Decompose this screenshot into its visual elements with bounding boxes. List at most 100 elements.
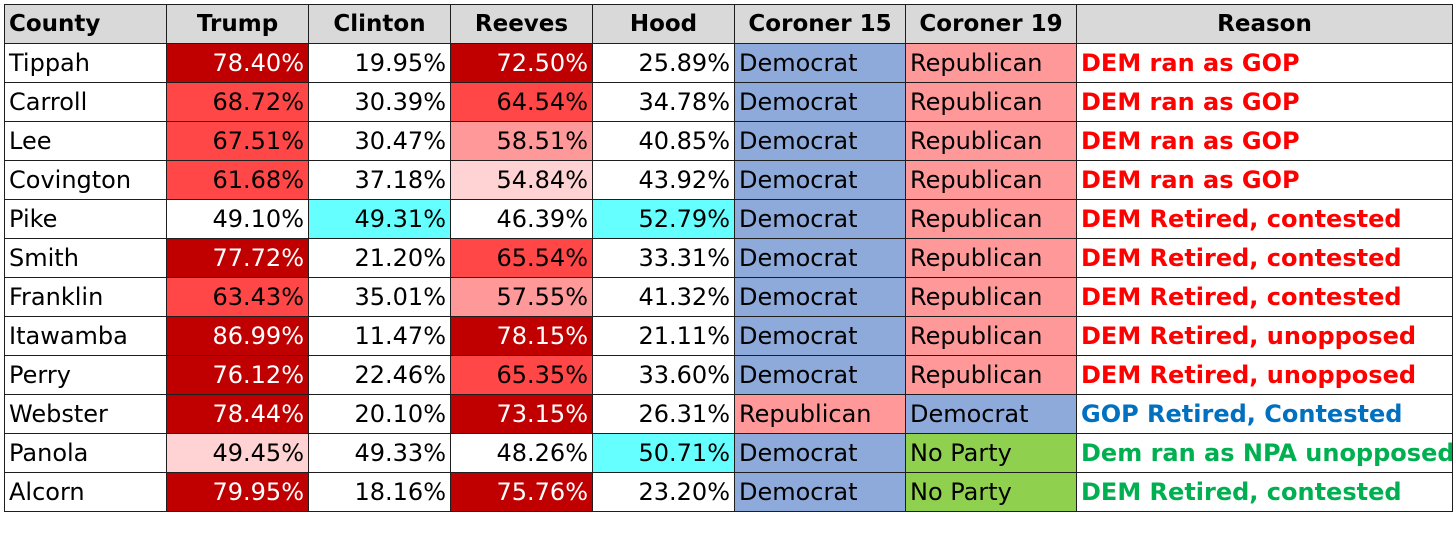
trump-cell: 63.43%	[166, 277, 309, 317]
coroner-19-cell: Republican	[905, 121, 1077, 161]
coroner-19-cell: No Party	[905, 472, 1077, 512]
coroner-15-cell: Democrat	[734, 160, 906, 200]
reason-cell: GOP Retired, Contested	[1076, 394, 1453, 434]
coroner-results-table: County Trump Clinton Reeves Hood Coroner…	[4, 4, 1453, 512]
reeves-cell: 58.51%	[450, 121, 593, 161]
header-county: County	[4, 4, 167, 44]
hood-cell: 34.78%	[592, 82, 735, 122]
reeves-cell: 54.84%	[450, 160, 593, 200]
clinton-cell: 49.33%	[308, 433, 451, 473]
table-row: Perry 76.12% 22.46% 65.35% 33.60% Democrat Rep…	[4, 355, 1453, 395]
table-body: Tippah 78.40% 19.95% 72.50% 25.89% Democrat Re…	[4, 43, 1453, 512]
clinton-cell: 30.47%	[308, 121, 451, 161]
trump-cell: 68.72%	[166, 82, 309, 122]
reason-cell: DEM Retired, unopposed	[1076, 316, 1453, 356]
clinton-cell: 35.01%	[308, 277, 451, 317]
coroner-19-cell: Republican	[905, 238, 1077, 278]
trump-cell: 77.72%	[166, 238, 309, 278]
county-cell: Lee	[4, 121, 167, 161]
hood-cell: 26.31%	[592, 394, 735, 434]
clinton-cell: 18.16%	[308, 472, 451, 512]
county-cell: Tippah	[4, 43, 167, 83]
header-reason: Reason	[1076, 4, 1453, 44]
reeves-cell: 57.55%	[450, 277, 593, 317]
coroner-15-cell: Democrat	[734, 238, 906, 278]
header-coroner-19: Coroner 19	[905, 4, 1077, 44]
reeves-cell: 64.54%	[450, 82, 593, 122]
hood-cell: 25.89%	[592, 43, 735, 83]
reeves-cell: 78.15%	[450, 316, 593, 356]
table-row: Carroll 68.72% 30.39% 64.54% 34.78% Democrat R…	[4, 82, 1453, 122]
clinton-cell: 19.95%	[308, 43, 451, 83]
trump-cell: 49.10%	[166, 199, 309, 239]
trump-cell: 67.51%	[166, 121, 309, 161]
reeves-cell: 75.76%	[450, 472, 593, 512]
trump-cell: 86.99%	[166, 316, 309, 356]
reeves-cell: 48.26%	[450, 433, 593, 473]
coroner-19-cell: Republican	[905, 316, 1077, 356]
coroner-15-cell: Democrat	[734, 433, 906, 473]
table-row: Smith 77.72% 21.20% 65.54% 33.31% Democrat Rep…	[4, 238, 1453, 278]
reason-cell: DEM Retired, contested	[1076, 238, 1453, 278]
coroner-19-cell: Republican	[905, 160, 1077, 200]
coroner-15-cell: Democrat	[734, 43, 906, 83]
hood-cell: 33.60%	[592, 355, 735, 395]
header-trump: Trump	[166, 4, 309, 44]
table-row: Webster 78.44% 20.10% 73.15% 26.31% Republica…	[4, 394, 1453, 434]
reeves-cell: 65.54%	[450, 238, 593, 278]
reason-cell: DEM Retired, contested	[1076, 472, 1453, 512]
table-row: Panola 49.45% 49.33% 48.26% 50.71% Democrat No…	[4, 433, 1453, 473]
county-cell: Itawamba	[4, 316, 167, 356]
trump-cell: 49.45%	[166, 433, 309, 473]
table-row: Covington 61.68% 37.18% 54.84% 43.92% Democra…	[4, 160, 1453, 200]
trump-cell: 78.44%	[166, 394, 309, 434]
table-row: Pike 49.10% 49.31% 46.39% 52.79% Democrat Repu…	[4, 199, 1453, 239]
table-row: Alcorn 79.95% 18.16% 75.76% 23.20% Democrat No…	[4, 472, 1453, 512]
clinton-cell: 21.20%	[308, 238, 451, 278]
header-clinton: Clinton	[308, 4, 451, 44]
county-cell: Covington	[4, 160, 167, 200]
reason-cell: DEM ran as GOP	[1076, 82, 1453, 122]
header-coroner-15: Coroner 15	[734, 4, 906, 44]
trump-cell: 76.12%	[166, 355, 309, 395]
coroner-15-cell: Democrat	[734, 277, 906, 317]
coroner-19-cell: Republican	[905, 43, 1077, 83]
coroner-15-cell: Democrat	[734, 472, 906, 512]
header-hood: Hood	[592, 4, 735, 44]
clinton-cell: 37.18%	[308, 160, 451, 200]
clinton-cell: 11.47%	[308, 316, 451, 356]
trump-cell: 78.40%	[166, 43, 309, 83]
hood-cell: 23.20%	[592, 472, 735, 512]
coroner-15-cell: Democrat	[734, 355, 906, 395]
county-cell: Alcorn	[4, 472, 167, 512]
reeves-cell: 73.15%	[450, 394, 593, 434]
coroner-15-cell: Democrat	[734, 316, 906, 356]
clinton-cell: 20.10%	[308, 394, 451, 434]
county-cell: Pike	[4, 199, 167, 239]
reeves-cell: 65.35%	[450, 355, 593, 395]
hood-cell: 21.11%	[592, 316, 735, 356]
county-cell: Webster	[4, 394, 167, 434]
coroner-15-cell: Republican	[734, 394, 906, 434]
county-cell: Panola	[4, 433, 167, 473]
reeves-cell: 46.39%	[450, 199, 593, 239]
county-cell: Smith	[4, 238, 167, 278]
coroner-15-cell: Democrat	[734, 82, 906, 122]
reason-cell: DEM ran as GOP	[1076, 160, 1453, 200]
clinton-cell: 49.31%	[308, 199, 451, 239]
reason-cell: DEM Retired, contested	[1076, 277, 1453, 317]
table-row: Tippah 78.40% 19.95% 72.50% 25.89% Democrat Re…	[4, 43, 1453, 83]
trump-cell: 79.95%	[166, 472, 309, 512]
table-row: Itawamba 86.99% 11.47% 78.15% 21.11% Democrat…	[4, 316, 1453, 356]
reason-cell: DEM Retired, contested	[1076, 199, 1453, 239]
reason-cell: DEM ran as GOP	[1076, 43, 1453, 83]
coroner-19-cell: Republican	[905, 277, 1077, 317]
coroner-19-cell: Republican	[905, 199, 1077, 239]
county-cell: Franklin	[4, 277, 167, 317]
coroner-19-cell: No Party	[905, 433, 1077, 473]
trump-cell: 61.68%	[166, 160, 309, 200]
reason-cell: Dem ran as NPA unopposed	[1076, 433, 1453, 473]
coroner-19-cell: Republican	[905, 82, 1077, 122]
county-cell: Perry	[4, 355, 167, 395]
hood-cell: 43.92%	[592, 160, 735, 200]
